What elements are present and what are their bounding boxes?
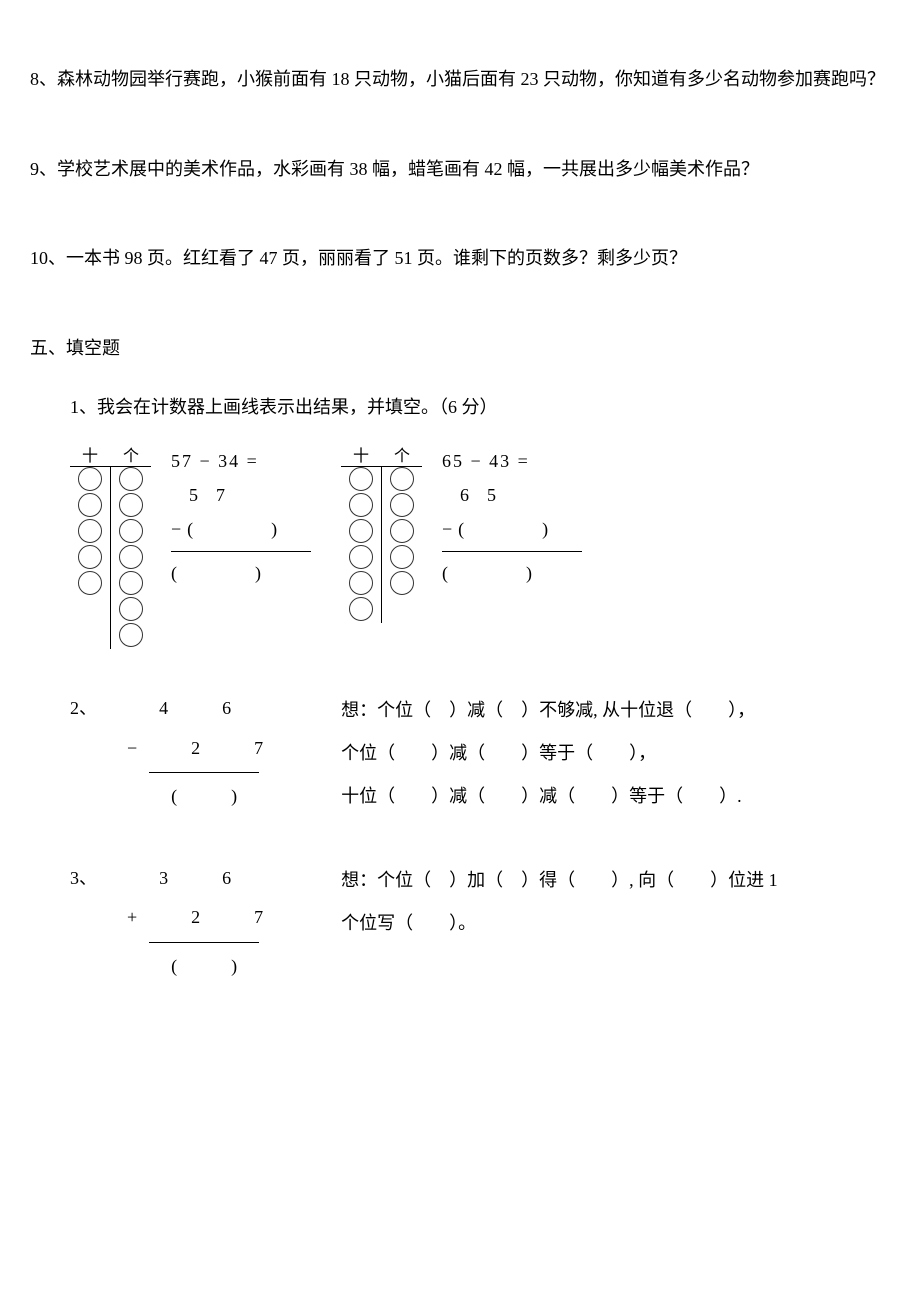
bead-icon <box>349 545 373 569</box>
abacus-row: 十 个 57 − 34 = 57 −( ) ( ) <box>70 438 890 649</box>
sub-question-2: 2、 4 6 − 2 7 ( ) 想：个位（ ）减（ ）不够减, 从十位退（ ）… <box>30 689 890 819</box>
bead-icon <box>119 597 143 621</box>
bead-icon <box>119 571 143 595</box>
abacus-left-ones: 个 <box>110 467 151 649</box>
bead-icon <box>119 545 143 569</box>
bead-icon <box>349 597 373 621</box>
bead-icon <box>349 493 373 517</box>
sub-question-3: 3、 3 6 + 2 7 ( ) 想：个位（ ）加（ ）得（ ）, 向（ ）位进… <box>30 859 890 987</box>
bead-icon <box>78 571 102 595</box>
bead-icon <box>119 493 143 517</box>
calc-right: 65 − 43 = 65 −( ) ( ) <box>442 438 582 590</box>
abacus-left-tens: 十 <box>70 467 110 649</box>
section-5-title: 五、填空题 <box>30 329 890 369</box>
bead-icon <box>78 519 102 543</box>
question-10: 10、一本书 98 页。红红看了 47 页，丽丽看了 51 页。谁剩下的页数多？… <box>30 239 890 279</box>
sub2-label: 2、 <box>70 689 97 729</box>
calc-right-bar <box>442 551 582 552</box>
bead-icon <box>390 545 414 569</box>
sub2-vertical: 4 6 − 2 7 ( ) <box>127 689 281 817</box>
bead-icon <box>119 623 143 647</box>
abacus-left: 十 个 <box>70 466 151 649</box>
bead-icon <box>349 519 373 543</box>
bead-icon <box>78 493 102 517</box>
question-10-text: 10、一本书 98 页。红红看了 47 页，丽丽看了 51 页。谁剩下的页数多？… <box>30 248 687 268</box>
question-8-text: 8、森林动物园举行赛跑，小猴前面有 18 只动物，小猫后面有 23 只动物，你知… <box>30 69 885 89</box>
bead-icon <box>78 545 102 569</box>
abacus-right-ones: 个 <box>381 467 422 623</box>
bead-icon <box>78 467 102 491</box>
abacus-right-tens: 十 <box>341 467 381 623</box>
calc-left-bar <box>171 551 311 552</box>
question-9-text: 9、学校艺术展中的美术作品，水彩画有 38 幅，蜡笔画有 42 幅，一共展出多少… <box>30 159 759 179</box>
sub3-bar <box>149 942 259 943</box>
bead-icon <box>349 467 373 491</box>
bead-icon <box>119 519 143 543</box>
abacus-group-right: 十 个 65 − 43 = 65 −( ) ( ) <box>341 438 582 623</box>
sub3-vertical: 3 6 + 2 7 ( ) <box>127 859 281 987</box>
sub2-think: 想：个位（ ）减（ ）不够减, 从十位退（ ）， 个位（ ）减（ ）等于（ ），… <box>341 689 755 819</box>
question-8: 8、森林动物园举行赛跑，小猴前面有 18 只动物，小猫后面有 23 只动物，你知… <box>30 60 890 100</box>
bead-icon <box>390 519 414 543</box>
bead-icon <box>119 467 143 491</box>
sub3-think: 想：个位（ ）加（ ）得（ ）, 向（ ）位进 1 个位写（ ）。 <box>341 859 778 945</box>
bead-icon <box>390 571 414 595</box>
question-9: 9、学校艺术展中的美术作品，水彩画有 38 幅，蜡笔画有 42 幅，一共展出多少… <box>30 150 890 190</box>
bead-icon <box>390 467 414 491</box>
sub3-label: 3、 <box>70 859 97 899</box>
calc-left: 57 − 34 = 57 −( ) ( ) <box>171 438 311 590</box>
abacus-group-left: 十 个 57 − 34 = 57 −( ) ( ) <box>70 438 311 649</box>
bead-icon <box>390 493 414 517</box>
abacus-right: 十 个 <box>341 466 422 623</box>
sub2-bar <box>149 772 259 773</box>
sub1-title: 1、我会在计数器上画线表示出结果，并填空。（6 分） <box>70 388 890 428</box>
bead-icon <box>349 571 373 595</box>
sub-question-1: 1、我会在计数器上画线表示出结果，并填空。（6 分） 十 个 57 − 34 =… <box>30 388 890 649</box>
